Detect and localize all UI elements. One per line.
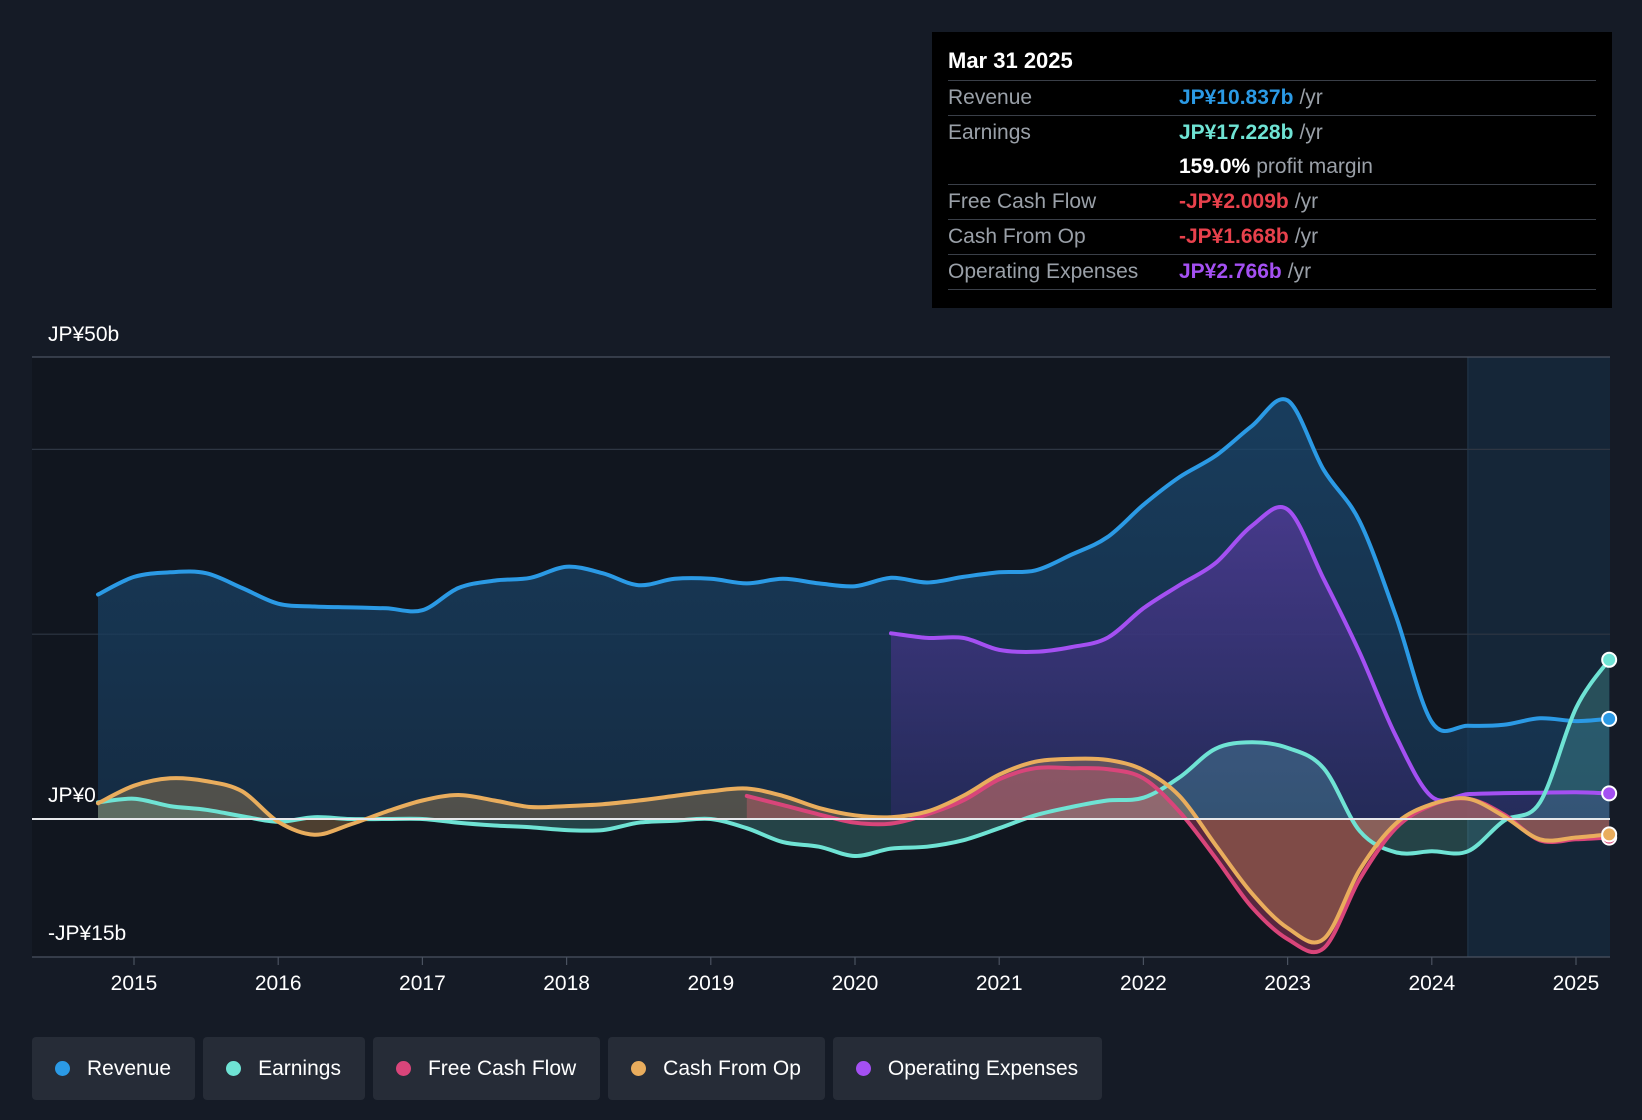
tooltip-value: JP¥17.228b — [1179, 121, 1294, 144]
legend-dot-icon — [395, 1061, 411, 1076]
legend-label: Operating Expenses — [887, 1056, 1079, 1080]
fill-earnings — [98, 659, 1610, 857]
legend-item-operating-expenses[interactable]: Operating Expenses — [832, 1037, 1103, 1100]
tooltip-value: -JP¥2.009b — [1179, 190, 1289, 213]
x-tick-label: 2020 — [832, 972, 879, 995]
line-cash-from-op — [96, 756, 1612, 945]
legend-label: Revenue — [87, 1056, 172, 1080]
end-dot-earnings — [1601, 651, 1618, 668]
tooltip-unit: /yr — [1294, 190, 1319, 213]
series-fills — [98, 399, 1610, 953]
y-axis-labels: JP¥50b JP¥0 -JP¥15b — [48, 323, 126, 945]
tooltip-value: 159.0% — [1179, 155, 1251, 178]
tooltip-value: JP¥2.766b — [1179, 260, 1282, 283]
x-tick-label: 2024 — [1408, 972, 1455, 995]
legend-item-free-cash-flow[interactable]: Free Cash Flow — [372, 1037, 601, 1100]
end-dots — [1601, 651, 1618, 846]
x-tick-label: 2017 — [399, 972, 446, 995]
fill-free-cash-flow — [746, 767, 1610, 953]
tooltip-row-cfo: Cash From Op -JP¥1.668b /yr — [948, 220, 1596, 255]
end-dot-operating-expenses — [1601, 785, 1618, 802]
legend-item-cash-from-op[interactable]: Cash From Op — [608, 1037, 825, 1100]
fill-cash-from-op — [98, 758, 1610, 943]
x-tick-label: 2018 — [543, 972, 590, 995]
x-tick-label: 2016 — [255, 972, 302, 995]
legend-label: Earnings — [258, 1056, 341, 1080]
tooltip-unit: /yr — [1299, 86, 1323, 109]
tooltip-label: Operating Expenses — [948, 260, 1139, 283]
legend-dot-icon — [55, 1061, 70, 1076]
tooltip-panel: Mar 31 2025 Revenue JP¥10.837b /yr Earni… — [932, 32, 1612, 308]
legend-label: Free Cash Flow — [427, 1056, 577, 1080]
tooltip-label: Cash From Op — [948, 225, 1086, 248]
x-tick-label: 2021 — [976, 972, 1023, 995]
fill-operating-expenses — [891, 506, 1610, 819]
x-axis-labels: 2015 2016 2017 2018 2019 2020 2021 2022 2023 2024… — [111, 957, 1600, 995]
line-revenue — [96, 397, 1612, 734]
tooltip-row-fcf: Free Cash Flow -JP¥2.009b /yr — [948, 185, 1596, 220]
tooltip-unit: /yr — [1299, 121, 1323, 144]
x-tick-label: 2019 — [687, 972, 734, 995]
tooltip-date: Mar 31 2025 — [948, 46, 1596, 81]
y-tick-label-top: JP¥50b — [48, 323, 119, 346]
end-dot-cash-from-op — [1601, 826, 1618, 843]
tooltip-unit: profit margin — [1256, 155, 1373, 178]
highlight-band — [1467, 357, 1610, 957]
tooltip-value: JP¥10.837b — [1179, 86, 1294, 109]
tooltip-row-earnings: Earnings JP¥17.228b /yr — [948, 116, 1596, 150]
tooltip-label: Earnings — [948, 121, 1031, 144]
tooltip-row-revenue: Revenue JP¥10.837b /yr — [948, 81, 1596, 116]
legend-dot-icon — [855, 1061, 871, 1076]
tooltip-unit: /yr — [1287, 260, 1312, 283]
x-tick-label: 2023 — [1264, 972, 1311, 995]
tooltip-label: Revenue — [948, 86, 1033, 109]
legend-dot-icon — [631, 1061, 647, 1076]
line-operating-expenses — [889, 505, 1612, 803]
legend-item-earnings[interactable]: Earnings — [203, 1037, 365, 1100]
x-tick-label: 2015 — [111, 972, 158, 995]
legend-label: Cash From Op — [663, 1056, 801, 1080]
legend-dot-icon — [226, 1061, 242, 1076]
tooltip-row-margin: 159.0% profit margin — [948, 150, 1596, 185]
end-dot-revenue — [1601, 710, 1618, 727]
x-tick-label: 2022 — [1120, 972, 1167, 995]
y-tick-label-bottom: -JP¥15b — [48, 922, 126, 945]
y-tick-label-zero: JP¥0 — [48, 784, 96, 807]
tooltip-unit: /yr — [1294, 225, 1319, 248]
legend: Revenue Earnings Free Cash Flow Cash Fro… — [32, 1037, 1103, 1100]
tooltip-value: -JP¥1.668b — [1179, 225, 1289, 248]
tooltip-label — [948, 150, 1179, 184]
legend-item-revenue[interactable]: Revenue — [32, 1037, 196, 1100]
x-tick-label: 2025 — [1553, 972, 1600, 995]
tooltip-row-opex: Operating Expenses JP¥2.766b /yr — [948, 255, 1596, 290]
tooltip-label: Free Cash Flow — [948, 190, 1097, 213]
